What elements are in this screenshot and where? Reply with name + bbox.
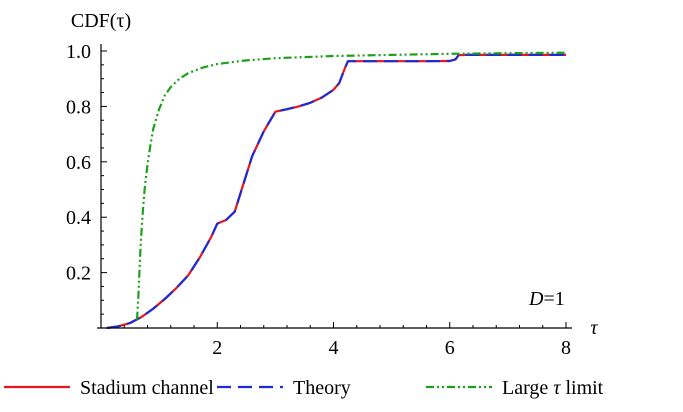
axes: 2 4 6 8 0.2 0.4 0.6 0.8 1.0 xyxy=(66,41,572,359)
series-line-2 xyxy=(106,53,566,330)
plot-lines xyxy=(106,51,567,330)
d-annotation: D=1 xyxy=(528,288,565,310)
legend: Stadium channel Theory Large τ limit xyxy=(4,377,604,399)
y-tick-label: 1.0 xyxy=(66,41,91,63)
series-line-3 xyxy=(135,51,567,320)
x-tick-label: 6 xyxy=(445,337,455,359)
legend-label-1: Stadium channel xyxy=(80,377,214,399)
series-line-1 xyxy=(106,53,566,330)
legend-label-3: Large τ limit xyxy=(502,377,604,399)
x-axis-label: τ xyxy=(590,317,598,339)
x-tick-label: 4 xyxy=(329,337,339,359)
x-tick-label: 2 xyxy=(212,337,222,359)
y-tick-label: 0.4 xyxy=(66,207,91,229)
x-tick-label: 8 xyxy=(561,337,571,359)
y-tick-label: 0.8 xyxy=(66,96,91,118)
legend-label-2: Theory xyxy=(293,377,351,399)
y-tick-label: 0.2 xyxy=(66,263,91,285)
y-tick-label: 0.6 xyxy=(66,152,91,174)
y-axis-label: CDF(τ) xyxy=(71,10,131,32)
